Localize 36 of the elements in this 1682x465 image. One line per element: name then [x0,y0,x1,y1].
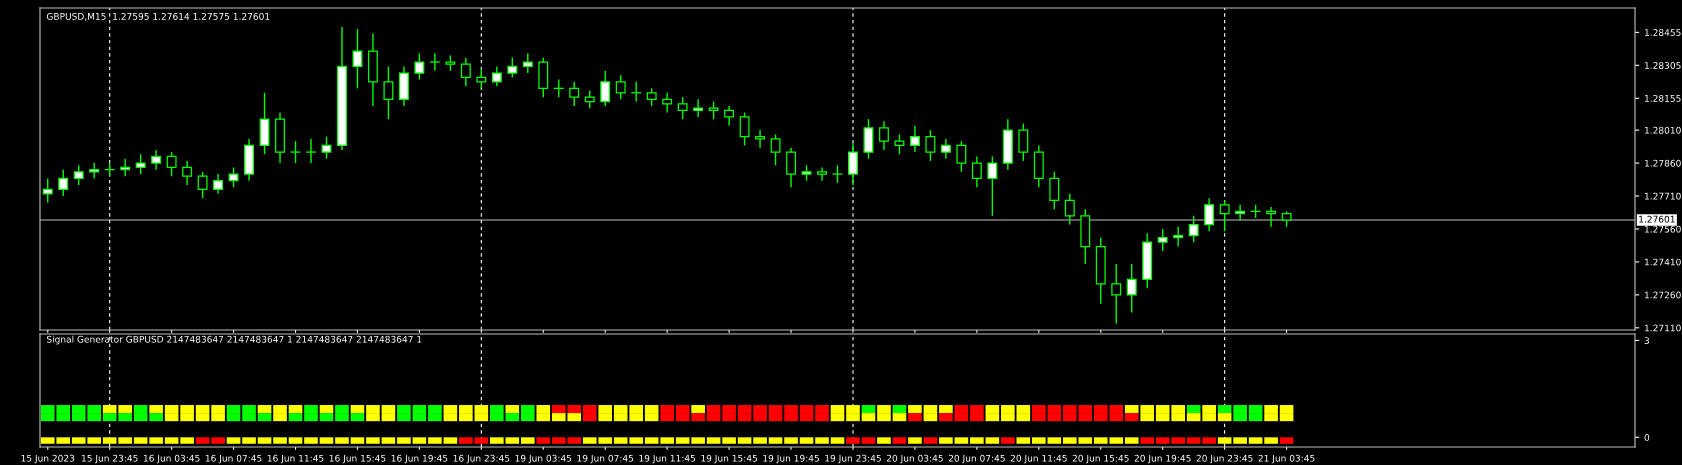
x-tick-label: 20 Jun 15:45 [1072,454,1129,464]
y-tick-label: 0 [1644,434,1650,441]
y-tick-label: 1.27260 [1645,291,1681,299]
x-tick-label: 16 Jun 11:45 [267,454,324,464]
x-tick-label: 16 Jun 07:45 [205,454,262,464]
x-tick-label: 19 Jun 07:45 [577,454,634,464]
x-tick-label: 16 Jun 23:45 [453,454,510,464]
y-tick-label: 1.27560 [1645,225,1681,233]
ref-line-label: 1.27601 [1639,215,1675,223]
y-tick-label: 1.27710 [1645,192,1681,200]
y-tick-label: 3 [1644,337,1650,345]
y-tick-label: 1.28455 [1645,29,1681,36]
y-tick-label: 1.27410 [1645,258,1681,266]
x-tick-label: 15 Jun 2023 [21,454,75,464]
x-tick-label: 20 Jun 23:45 [1196,454,1253,464]
y-tick-label: 1.28155 [1645,95,1681,102]
y-tick-label: 1.28010 [1645,126,1681,134]
y-tick-label: 1.27860 [1645,159,1681,167]
chart-title: GBPUSD,M15 1.27595 1.27614 1.27575 1.27601 [46,12,270,21]
x-tick-label: 16 Jun 19:45 [391,454,448,464]
y-tick-label: 1.27110 [1645,324,1681,332]
x-tick-label: 15 Jun 23:45 [82,454,138,464]
x-tick-label: 19 Jun 03:45 [515,454,572,464]
x-tick-label: 19 Jun 15:45 [701,454,757,464]
chart-title: Signal Generator GBPUSD 2147483647 2147483647 1 2147483647 2147483647 1 [46,335,422,345]
x-tick-label: 16 Jun 15:45 [329,454,386,464]
x-tick-label: 19 Jun 19:45 [763,454,819,464]
x-tick-label: 20 Jun 07:45 [948,454,1005,464]
x-tick-label: 20 Jun 03:45 [886,454,943,464]
x-tick-label: 19 Jun 23:45 [825,454,881,464]
x-tick-label: 19 Jun 11:45 [639,454,696,464]
x-tick-label: 16 Jun 03:45 [143,454,200,464]
x-tick-label: 20 Jun 19:45 [1134,454,1191,464]
y-tick-label: 1.28305 [1645,62,1681,69]
x-tick-label: 20 Jun 11:45 [1010,454,1067,464]
x-tick-label: 21 Jun 03:45 [1258,454,1315,464]
